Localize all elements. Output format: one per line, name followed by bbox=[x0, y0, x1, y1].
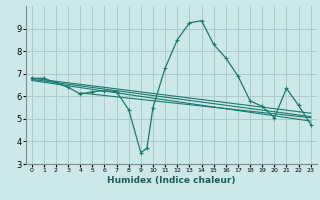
X-axis label: Humidex (Indice chaleur): Humidex (Indice chaleur) bbox=[107, 176, 236, 185]
